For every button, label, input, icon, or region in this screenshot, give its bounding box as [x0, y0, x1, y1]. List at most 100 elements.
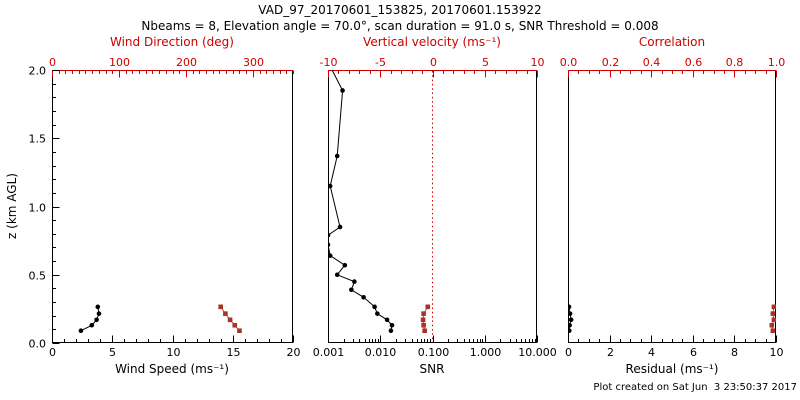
- panel-frame: [328, 70, 537, 343]
- data-point-marker: [78, 328, 84, 334]
- data-point-marker: [770, 311, 776, 316]
- data-point-marker: [349, 287, 354, 293]
- correlation-axis-title: Correlation: [638, 35, 706, 49]
- data-point-marker: [568, 304, 572, 310]
- data-point-marker: [421, 311, 426, 316]
- data-point-marker: [384, 317, 390, 323]
- data-point-marker: [568, 322, 572, 328]
- data-point-marker: [328, 253, 333, 258]
- data-point-marker: [340, 88, 345, 93]
- wind-direction-axis-title: Wind Direction (deg): [110, 35, 234, 49]
- y-tick-label: 2.0: [29, 65, 47, 78]
- data-point-marker: [334, 153, 340, 159]
- data-point-marker: [771, 317, 776, 323]
- data-point-marker: [95, 304, 101, 310]
- panel-frame: [52, 70, 293, 343]
- top-tick-label: 0: [49, 56, 56, 69]
- data-point-marker: [769, 322, 775, 328]
- panel-snr: 0.001 0.010 0.100 1.000 10.000 -10 -5 0 5 10: [313, 56, 557, 359]
- bottom-axis: [52, 335, 294, 343]
- top-tick-label: 0.8: [726, 56, 744, 69]
- data-point-marker: [223, 311, 228, 316]
- series-snr-profile: [328, 70, 395, 334]
- series-wind-direction: [218, 304, 242, 334]
- top-tick-label: 0.0: [560, 56, 578, 69]
- data-point-marker: [770, 328, 776, 334]
- top-tick-label: 10: [531, 56, 545, 69]
- bottom-axis: [568, 335, 777, 343]
- top-tick-label: 1.0: [768, 56, 786, 69]
- creation-timestamp: Plot created on Sat Jun 3 23:50:37 2017: [593, 382, 797, 393]
- snr-axis-title: SNR: [419, 362, 445, 376]
- bottom-tick-label: 0.100: [418, 346, 450, 359]
- series-wind-speed: [78, 304, 102, 334]
- data-point-marker: [337, 224, 343, 230]
- top-tick-label: 200: [176, 56, 197, 69]
- series-residual: [568, 304, 574, 334]
- data-point-marker: [568, 328, 572, 334]
- top-axis: [568, 70, 777, 78]
- bottom-tick-label: 5: [109, 346, 116, 359]
- y-tick-label: 1.5: [29, 133, 47, 146]
- top-axis: [52, 70, 294, 78]
- bottom-axis: [328, 335, 538, 343]
- bottom-tick-label: 15: [227, 346, 241, 359]
- bottom-tick-label: 1.000: [470, 346, 502, 359]
- y-tick-label: 0.0: [29, 338, 47, 351]
- data-point-marker: [328, 232, 331, 238]
- top-tick-label: 100: [109, 56, 130, 69]
- top-tick-label: 5: [482, 56, 489, 69]
- data-point-marker: [334, 272, 340, 278]
- data-point-marker: [771, 304, 776, 310]
- top-tick-label: 300: [243, 56, 264, 69]
- y-tick-label: 0.5: [29, 270, 47, 283]
- series-vertical-velocity: [420, 304, 431, 334]
- top-tick-label: 0.6: [685, 56, 703, 69]
- vertical-velocity-axis-title: Vertical velocity (ms⁻¹): [363, 35, 501, 49]
- bottom-tick-label: 0.010: [365, 346, 397, 359]
- bottom-tick-label: 0.001: [313, 346, 345, 359]
- bottom-tick-label: 0: [49, 346, 56, 359]
- bottom-tick-label: 10: [770, 346, 784, 359]
- bottom-tick-label: 8: [731, 346, 738, 359]
- data-point-marker: [422, 328, 427, 334]
- data-point-marker: [227, 317, 233, 323]
- data-point-marker: [425, 304, 431, 310]
- data-point-marker: [421, 322, 426, 328]
- data-point-marker: [388, 328, 394, 334]
- top-tick-label: 0.2: [602, 56, 620, 69]
- data-point-marker: [372, 304, 377, 310]
- data-point-marker: [352, 279, 357, 284]
- bottom-tick-label: 10.000: [518, 346, 557, 359]
- data-point-marker: [232, 322, 238, 328]
- bottom-tick-label: 6: [690, 346, 697, 359]
- data-point-marker: [389, 322, 395, 328]
- data-point-marker: [568, 317, 574, 323]
- data-point-marker: [237, 328, 242, 334]
- series-line: [328, 70, 393, 331]
- panel-residual: 0 2 4 6 8 10 0.0 0.2 0.4 0.6 0.8 1.0: [560, 56, 786, 359]
- data-point-marker: [420, 317, 426, 323]
- data-point-marker: [375, 311, 380, 316]
- top-axis: [328, 70, 538, 78]
- panel-frame: [568, 70, 776, 343]
- data-point-marker: [218, 304, 223, 310]
- plot-subtitle: Nbeams = 8, Elevation angle = 70.0°, sca…: [141, 19, 659, 33]
- data-point-marker: [328, 183, 333, 189]
- top-tick-label: 0: [430, 56, 437, 69]
- bottom-tick-label: 10: [167, 346, 181, 359]
- wind-speed-axis-title: Wind Speed (ms⁻¹): [115, 362, 229, 376]
- data-point-marker: [328, 242, 331, 248]
- data-point-marker: [568, 311, 573, 316]
- data-point-marker: [96, 311, 102, 316]
- plot-title: VAD_97_20170601_153825, 20170601.153922: [258, 3, 542, 17]
- data-point-marker: [361, 294, 366, 300]
- data-point-marker: [89, 322, 95, 328]
- data-point-marker: [342, 262, 348, 268]
- top-tick-label: -5: [375, 56, 386, 69]
- data-point-marker: [94, 317, 99, 323]
- series-correlation: [769, 304, 776, 334]
- bottom-tick-label: 4: [648, 346, 655, 359]
